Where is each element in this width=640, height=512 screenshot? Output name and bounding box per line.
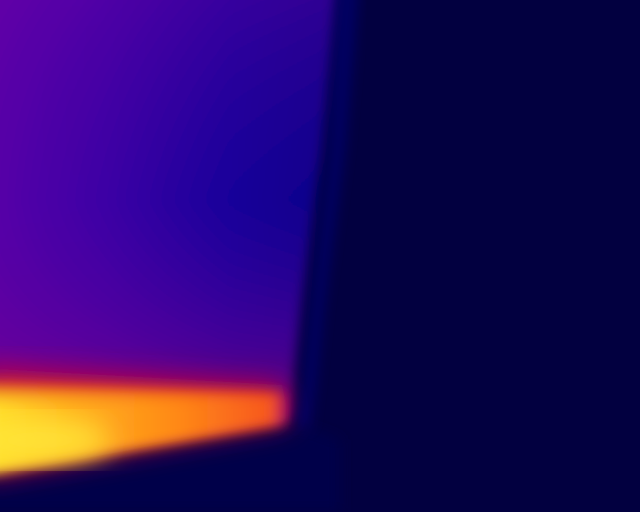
warm-wall-panel xyxy=(0,0,337,467)
hot-core xyxy=(0,418,110,462)
shadow-band xyxy=(0,425,340,512)
panel-edge xyxy=(296,0,359,430)
